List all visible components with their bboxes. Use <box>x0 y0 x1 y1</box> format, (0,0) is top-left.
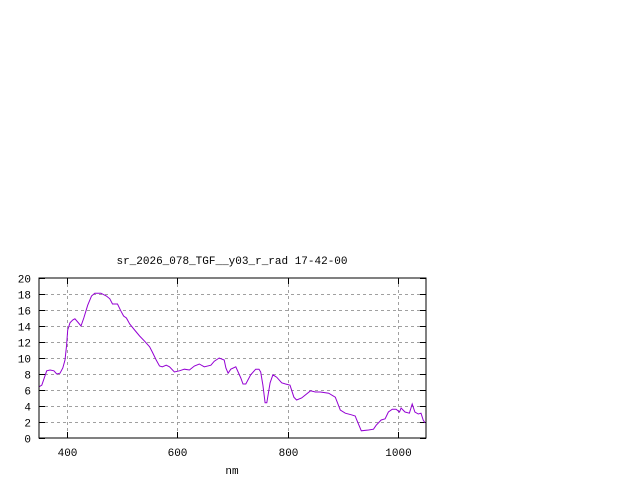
y-tick-label: 20 <box>18 275 31 287</box>
x-tick-label: 800 <box>279 448 299 460</box>
y-tick-label: 2 <box>24 419 31 431</box>
plot-frame <box>38 277 427 439</box>
series <box>38 292 426 432</box>
y-tick-label: 16 <box>18 307 31 319</box>
x-axis-label: nm <box>225 466 239 478</box>
y-tick-label: 10 <box>18 355 31 367</box>
x-tick-label: 1000 <box>385 448 411 460</box>
y-tick-label: 12 <box>18 339 31 351</box>
y-tick-label: 8 <box>24 371 31 383</box>
x-tick-label: 600 <box>168 448 188 460</box>
y-tick-label: 18 <box>18 291 31 303</box>
spectrum-line <box>38 292 426 432</box>
y-tick-label: 4 <box>24 403 31 415</box>
y-tick-label: 14 <box>18 323 32 335</box>
y-tick-label: 0 <box>24 435 31 447</box>
chart-title: sr_2026_078_TGF__y03_r_rad 17-42-00 <box>116 256 347 268</box>
x-tick-label: 400 <box>58 448 78 460</box>
ticks: 0 2 4 6 8 10 12 14 16 18 20 400 600 800 1000 <box>18 275 426 460</box>
grid <box>39 278 426 438</box>
y-tick-label: 6 <box>24 387 31 399</box>
